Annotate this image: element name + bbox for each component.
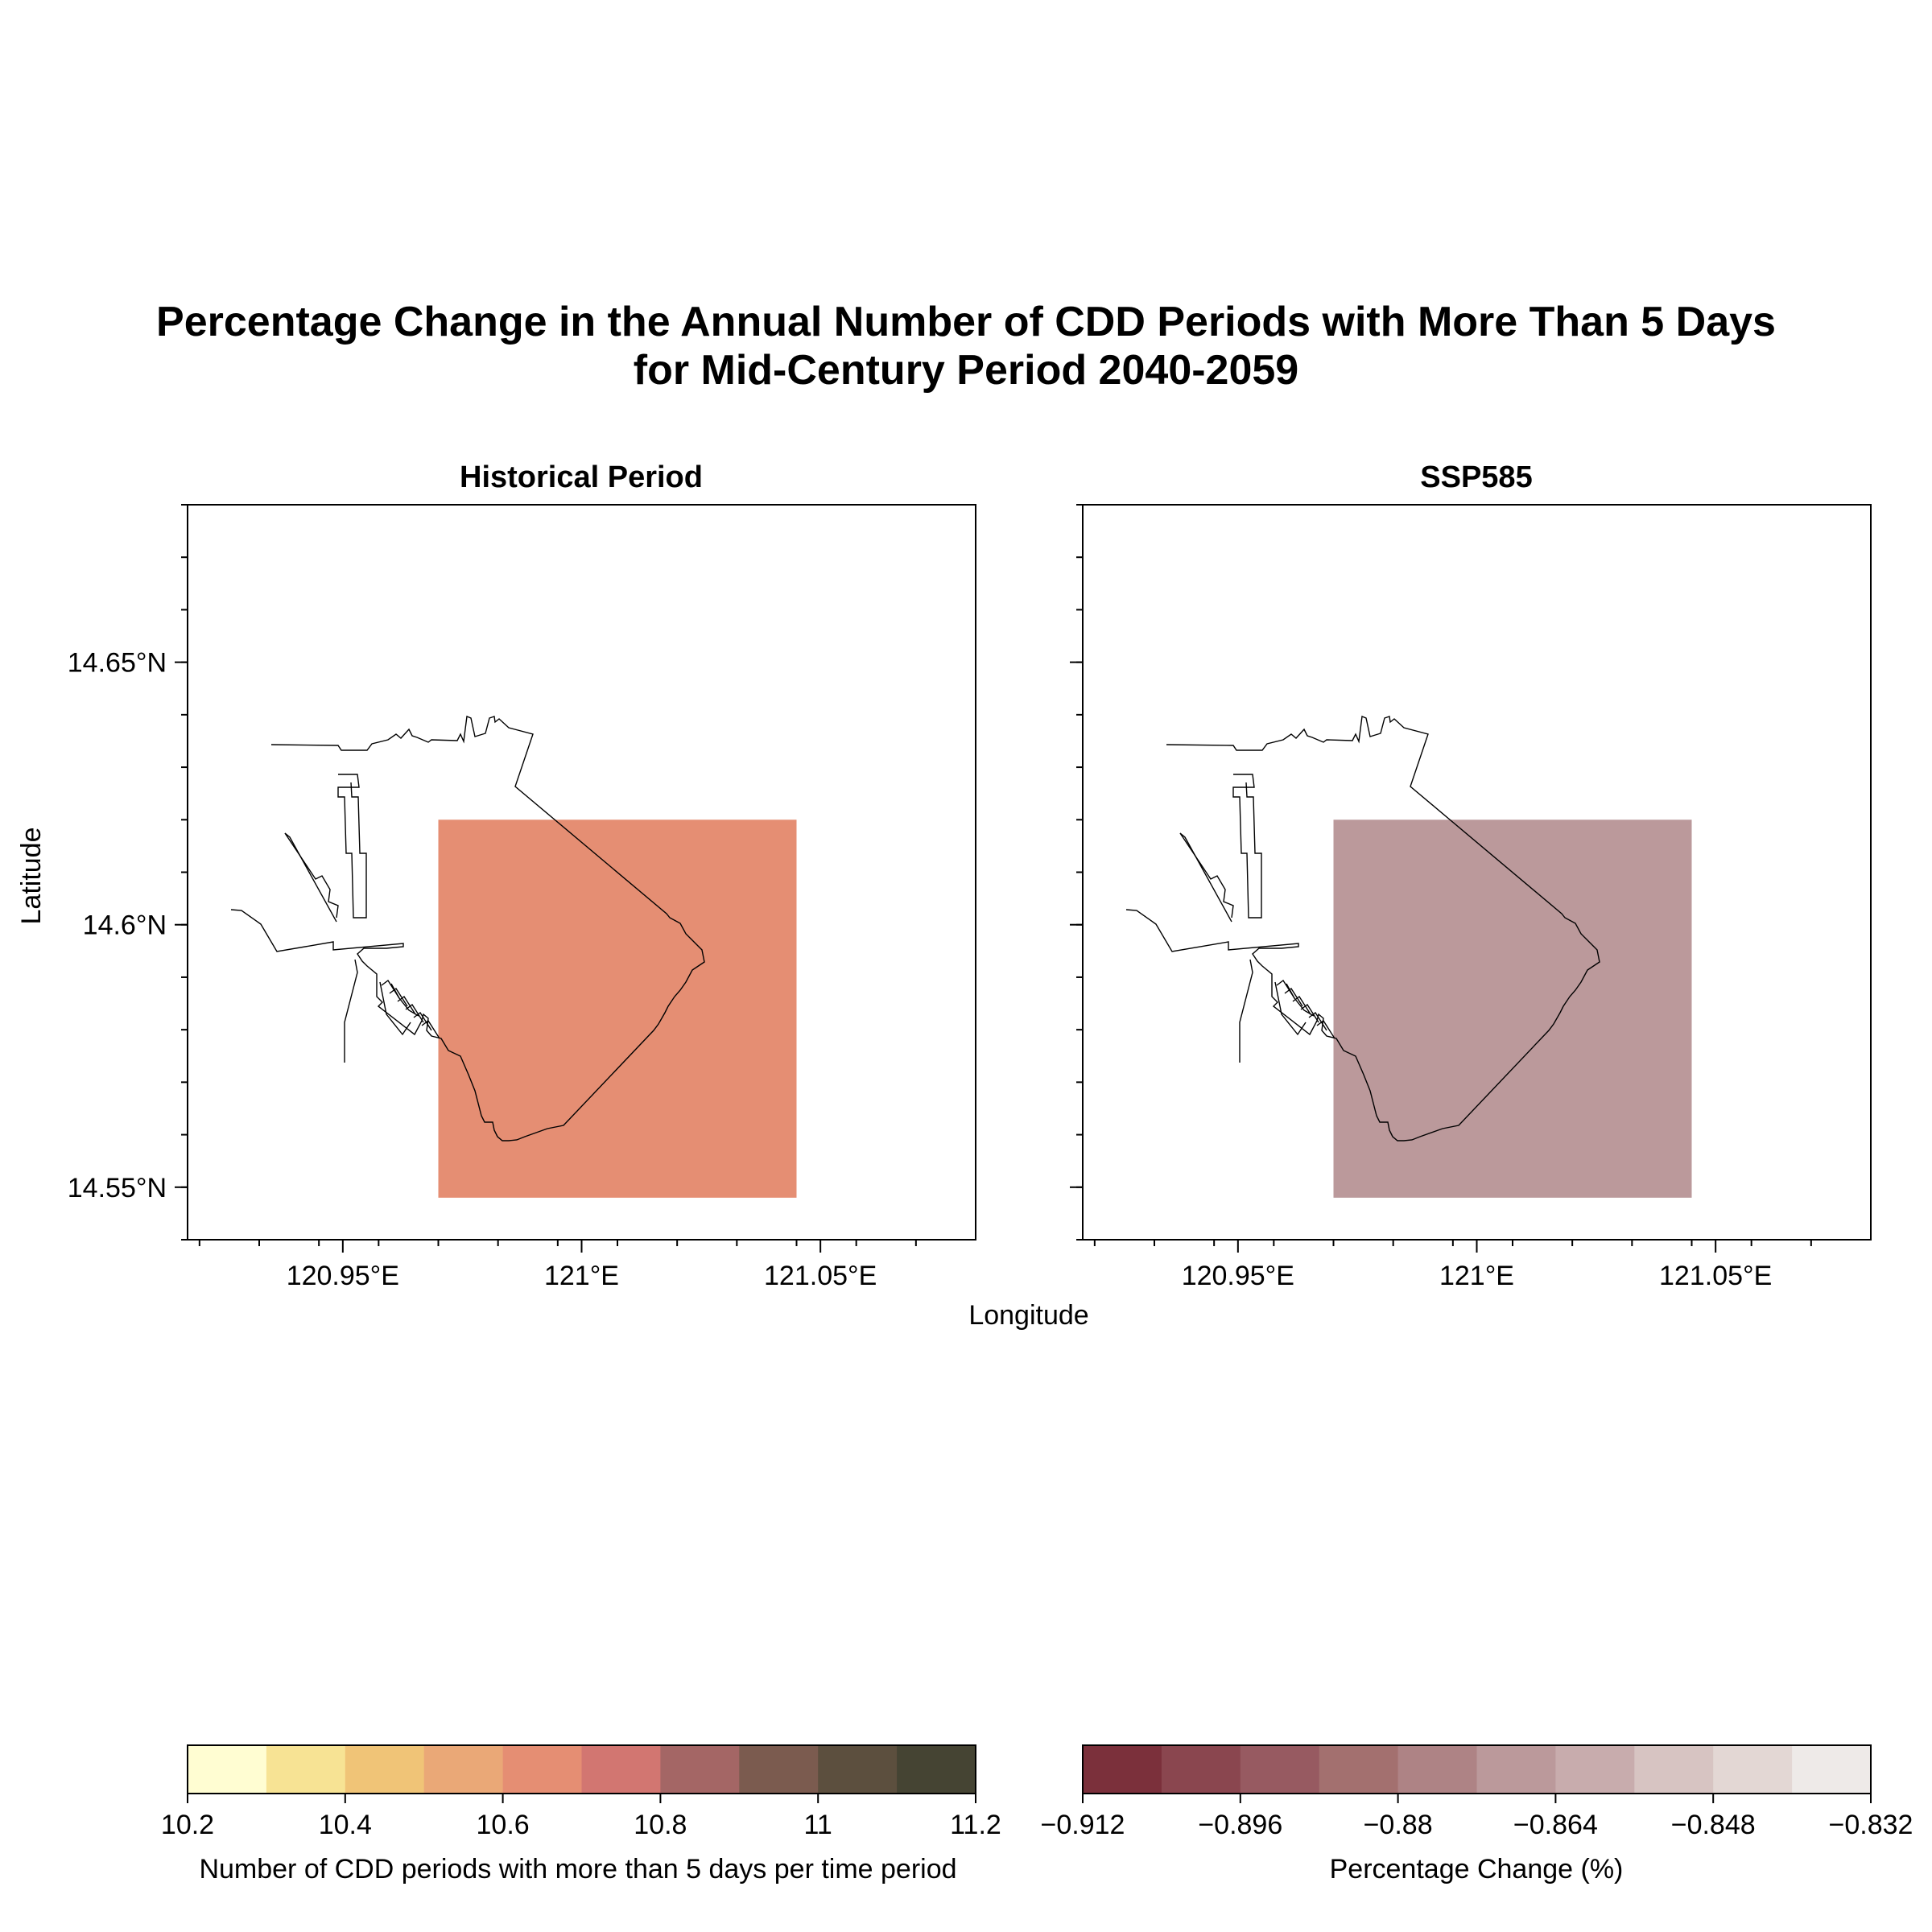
colorbar-swatch: [897, 1745, 976, 1794]
grid-cell-ssp585: [1333, 819, 1692, 1198]
coastline-piers: [381, 979, 440, 1039]
colorbar-tick-label: 10.6: [477, 1810, 530, 1840]
x-tick-label: 121.05°E: [764, 1261, 877, 1291]
x-tick-label: 121°E: [1439, 1261, 1514, 1291]
colorbar-swatch: [1319, 1745, 1399, 1794]
coastline-segment: [1179, 832, 1234, 919]
colorbar-swatch: [818, 1745, 898, 1794]
coastline-segment: [284, 832, 337, 923]
y-axis-label: Latitude: [16, 828, 47, 925]
panel-title-historical: Historical Period: [460, 460, 703, 494]
colorbar-tick-label: −0.896: [1198, 1810, 1282, 1840]
colorbar-tick-label: −0.864: [1513, 1810, 1598, 1840]
y-tick-label: 14.55°N: [68, 1173, 167, 1203]
coastline-piers: [1276, 979, 1335, 1039]
x-axis-label: Longitude: [968, 1300, 1088, 1331]
figure-title-line-2: for Mid-Century Period 2040-2059: [633, 347, 1299, 394]
coastline-pier: [1232, 774, 1262, 919]
x-tick-label: 120.95°E: [1182, 1261, 1294, 1291]
colorbar-swatch: [660, 1745, 740, 1794]
colorbar-frame: [1082, 1744, 1872, 1794]
x-tick-label: 121.05°E: [1659, 1261, 1772, 1291]
colorbar-tick-label: 10.8: [634, 1810, 687, 1840]
colorbar-swatch: [1476, 1745, 1556, 1794]
colorbar-swatch: [345, 1745, 425, 1794]
axis-ticks-ssp585: 120.95°E 121°E 121.05°E: [1070, 504, 1812, 1291]
colorbar-swatch: [1555, 1745, 1635, 1794]
colorbar-tick-label: 10.4: [319, 1810, 372, 1840]
colorbar-swatch: [581, 1745, 661, 1794]
colorbar-swatch: [1161, 1745, 1241, 1794]
x-tick-label: 120.95°E: [287, 1261, 399, 1291]
coastline-segment: [1239, 959, 1253, 1063]
coastline-segment: [379, 981, 411, 1036]
colorbar-tick-label: −0.912: [1041, 1810, 1125, 1840]
coastline-historical: [230, 716, 705, 1141]
colorbar-swatch: [1083, 1745, 1162, 1794]
colorbar-tick-label: 10.2: [161, 1810, 214, 1840]
coastline-segment: [1179, 832, 1232, 923]
colorbar-swatch: [1397, 1745, 1477, 1794]
y-tick-label: 14.6°N: [83, 910, 167, 941]
grid-cell-historical: [438, 819, 797, 1198]
colorbar-tick-label: −0.848: [1671, 1810, 1756, 1840]
colorbar-swatch: [1240, 1745, 1320, 1794]
coastline-outline: [230, 716, 705, 1141]
coastline-ssp585: [1125, 716, 1600, 1141]
colorbar-swatch: [1713, 1745, 1793, 1794]
colorbar-swatch: [423, 1745, 504, 1794]
coastline-segment: [1274, 981, 1307, 1036]
coastline-pier: [337, 774, 367, 919]
coastline-segment: [344, 959, 358, 1063]
coastline-segment: [284, 832, 339, 919]
panel-title-ssp585: SSP585: [1420, 460, 1532, 494]
coastline-outline: [1125, 716, 1600, 1141]
colorbar-tick-label: −0.832: [1829, 1810, 1913, 1840]
axis-ticks-historical: 120.95°E 121°E 121.05°E 14.55°N 14.6°N 14.65°…: [68, 504, 917, 1291]
colorbar-swatch: [739, 1745, 819, 1794]
colorbar-swatch: [1792, 1745, 1872, 1794]
colorbar-swatch: [1634, 1745, 1714, 1794]
colorbar-swatch: [188, 1745, 267, 1794]
colorbar-tick-label: 11.2: [950, 1810, 1001, 1840]
panel-historical: Historical Period 120.95°E 121°E 121.05°E1…: [68, 460, 976, 1291]
colorbar-tick-label: −0.88: [1364, 1810, 1433, 1840]
colorbar-label-ssp585: Percentage Change (%): [1330, 1854, 1624, 1885]
colorbar-swatch: [266, 1745, 346, 1794]
colorbar-historical: Number of CDD periods with more than 5 d…: [161, 1744, 1001, 1885]
colorbar-frame: [187, 1744, 976, 1794]
colorbar-ssp585: Percentage Change (%) −0.912 −0.896 −0.88 −…: [1041, 1744, 1913, 1885]
colorbar-swatch: [502, 1745, 582, 1794]
figure-title-line-1: Percentage Change in the Annual Number o…: [156, 299, 1776, 345]
x-tick-label: 121°E: [544, 1261, 619, 1291]
y-tick-label: 14.65°N: [68, 648, 167, 679]
colorbar-tick-label: 11: [804, 1810, 832, 1840]
colorbar-label-historical: Number of CDD periods with more than 5 d…: [199, 1854, 956, 1885]
panel-ssp585: SSP585 120.95°E 121°E 121.05°E: [1070, 460, 1872, 1291]
